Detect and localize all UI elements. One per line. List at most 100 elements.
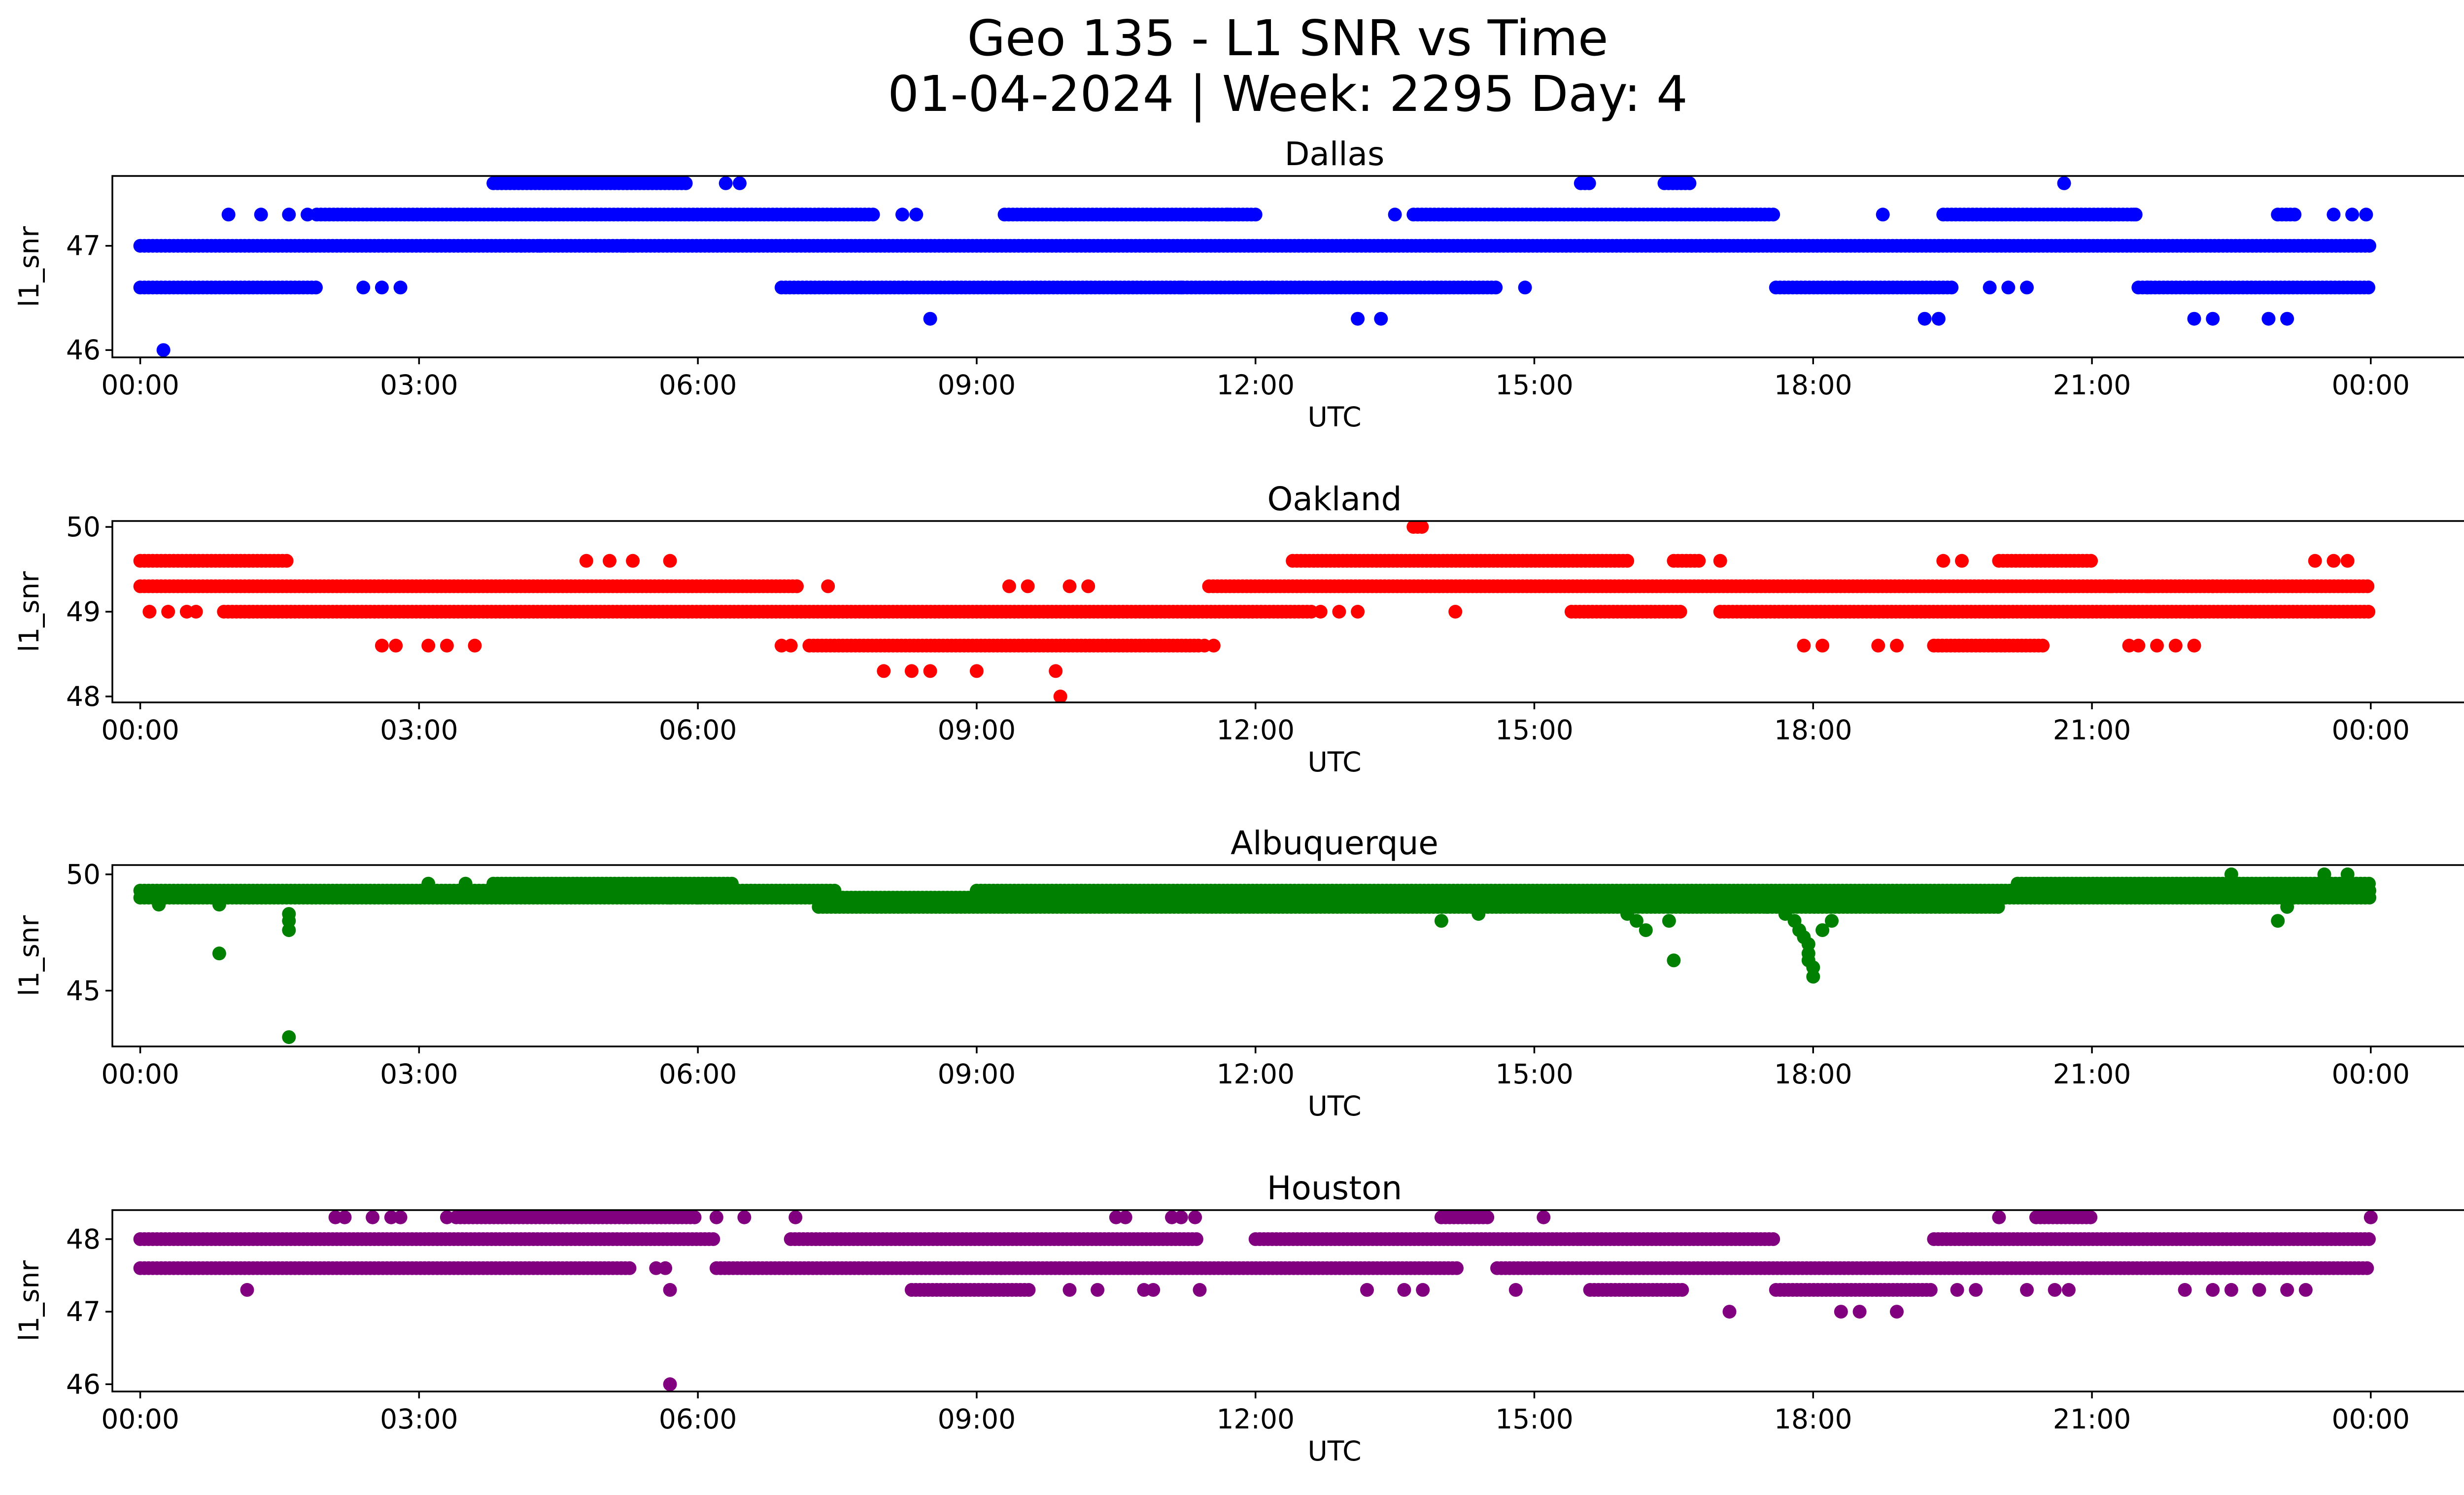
data-point xyxy=(706,1232,720,1246)
data-point xyxy=(626,239,640,253)
data-point xyxy=(1871,638,1885,653)
x-tick-label: 09:00 xyxy=(938,714,1016,746)
data-point xyxy=(2361,579,2375,593)
y-axis-label: l1_snr xyxy=(13,571,45,652)
x-axis-label: UTC xyxy=(1307,746,1361,778)
data-point xyxy=(2360,1261,2374,1275)
data-point xyxy=(1518,280,1532,295)
data-point xyxy=(923,664,937,678)
data-point xyxy=(282,208,296,222)
data-point xyxy=(2308,554,2322,568)
data-point xyxy=(1351,312,1365,326)
x-axis-label: UTC xyxy=(1307,1090,1361,1122)
data-point xyxy=(301,208,314,222)
data-point xyxy=(866,208,880,222)
data-point xyxy=(2362,239,2376,253)
scatter-series xyxy=(133,176,2376,357)
data-point xyxy=(1489,280,1503,295)
data-point xyxy=(1021,579,1035,593)
data-point xyxy=(1890,638,1904,653)
data-point xyxy=(2261,312,2276,326)
data-point xyxy=(2224,867,2238,881)
data-point xyxy=(1945,280,1959,295)
data-point xyxy=(1109,280,1123,295)
data-point xyxy=(1917,312,1932,326)
data-point xyxy=(2288,208,2302,222)
data-point xyxy=(1639,923,1653,938)
data-point xyxy=(2141,280,2155,295)
data-point xyxy=(1221,208,1235,222)
y-tick-label: 45 xyxy=(66,975,101,1007)
data-point xyxy=(309,280,323,295)
data-point xyxy=(282,923,296,938)
scatter-series xyxy=(133,1210,2378,1391)
x-tick-label: 00:00 xyxy=(101,369,179,401)
data-point xyxy=(1332,605,1346,619)
data-point xyxy=(421,638,436,653)
x-tick-label: 00:00 xyxy=(2332,714,2410,746)
x-tick-label: 00:00 xyxy=(2332,1058,2410,1090)
data-point xyxy=(909,208,924,222)
data-point xyxy=(622,1261,637,1275)
data-point xyxy=(2057,176,2071,190)
data-point xyxy=(821,579,835,593)
x-tick-label: 03:00 xyxy=(380,369,458,401)
x-tick-label: 12:00 xyxy=(1216,1058,1295,1090)
data-point xyxy=(1766,1232,1780,1246)
data-point xyxy=(784,638,798,653)
data-point xyxy=(2340,554,2355,568)
data-point xyxy=(733,176,747,190)
data-point xyxy=(1662,914,1676,928)
x-tick-label: 12:00 xyxy=(1216,714,1295,746)
subplot-title: Albuquerque xyxy=(1231,824,1438,862)
y-tick-label: 47 xyxy=(66,230,101,262)
data-point xyxy=(1936,554,1951,568)
data-point xyxy=(725,876,739,891)
data-point xyxy=(2206,579,2220,593)
figure-title-line-1: Geo 135 - L1 SNR vs Time xyxy=(967,9,1608,67)
figure-title-line-2: 01-04-2024 | Week: 2295 Day: 4 xyxy=(888,65,1687,123)
data-point xyxy=(1983,280,1997,295)
data-point xyxy=(2206,312,2220,326)
data-point xyxy=(1815,638,1830,653)
data-point xyxy=(152,898,166,912)
data-point xyxy=(1202,208,1216,222)
data-point xyxy=(279,554,294,568)
data-point xyxy=(1415,521,1429,534)
data-point xyxy=(1806,970,1820,984)
data-point xyxy=(221,208,236,222)
x-tick-label: 00:00 xyxy=(2332,369,2410,401)
data-point xyxy=(282,1030,296,1044)
data-point xyxy=(356,280,371,295)
y-tick-label: 48 xyxy=(66,681,101,712)
data-point xyxy=(2280,900,2294,914)
scatter-series xyxy=(133,521,2376,702)
data-point xyxy=(1388,208,1402,222)
data-point xyxy=(2187,312,2201,326)
data-point xyxy=(626,554,640,568)
data-point xyxy=(1713,554,1727,568)
data-point xyxy=(1692,554,1706,568)
data-point xyxy=(2345,208,2360,222)
y-tick-label: 50 xyxy=(66,511,101,543)
scatter-series xyxy=(133,867,2376,1044)
data-point xyxy=(1053,690,1067,702)
data-point xyxy=(1472,907,1486,921)
data-point xyxy=(1002,579,1016,593)
data-point xyxy=(2280,312,2294,326)
data-point xyxy=(1189,1232,1203,1246)
data-point xyxy=(663,891,677,905)
data-point xyxy=(212,946,226,961)
data-point xyxy=(904,664,919,678)
data-point xyxy=(389,638,403,653)
data-point xyxy=(1450,1261,1464,1275)
data-point xyxy=(2327,208,2341,222)
data-point xyxy=(1673,605,1687,619)
y-axis-label: l1_snr xyxy=(13,226,45,307)
data-point xyxy=(254,208,268,222)
